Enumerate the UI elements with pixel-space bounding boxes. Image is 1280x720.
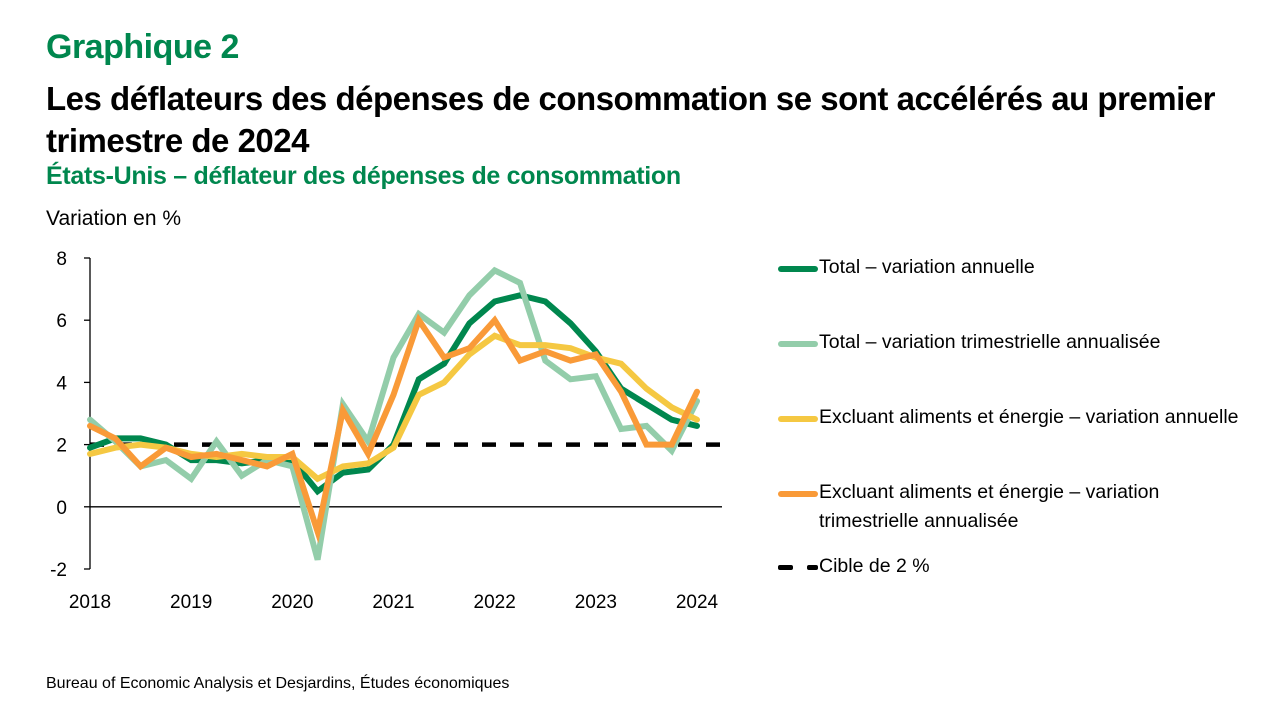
chart-subtitle: États-Unis – déflateur des dépenses de c…: [46, 162, 681, 190]
y-tick-label: -2: [50, 560, 67, 581]
x-tick-label: 2019: [170, 592, 212, 613]
legend-label: Total – variation annuelle: [819, 256, 1035, 278]
source-note: Bureau of Economic Analysis et Desjardin…: [46, 675, 510, 692]
legend-swatch-core-quarterly: [778, 491, 818, 497]
x-tick-label: 2018: [69, 592, 111, 613]
chart-kicker: Graphique 2: [46, 28, 239, 66]
x-tick-label: 2020: [271, 592, 313, 613]
legend-swatch-target-dashed: [778, 565, 818, 571]
x-tick-label: 2023: [575, 592, 617, 613]
legend-swatch-total-annual: [778, 266, 818, 272]
series-line-core-quarterly: [87, 313, 700, 544]
legend-label: Excluant aliments et énergie – variation…: [819, 481, 1160, 532]
legend-item-total-annual: Total – variation annuelle: [778, 253, 1239, 282]
ticks-layer: -2 0 2 4 6 8 2018 2019 2020 2021 2022 2023 2024: [50, 249, 718, 613]
y-tick-label: 6: [56, 311, 67, 332]
legend-item-target: Cible de 2 %: [778, 552, 1239, 581]
x-tick-label: 2022: [474, 592, 516, 613]
y-tick-label: 4: [56, 373, 67, 394]
legend-label: Cible de 2 %: [819, 555, 930, 577]
y-tick-label: 0: [56, 498, 67, 519]
legend-item-core-quarterly: Excluant aliments et énergie – variation…: [778, 478, 1239, 536]
axes: [84, 257, 722, 570]
legend-label: Total – variation trimestrielle annualis…: [819, 331, 1161, 353]
legend-swatch-core-annual: [778, 416, 818, 422]
legend-item-total-quarterly: Total – variation trimestrielle annualis…: [778, 328, 1239, 357]
chart-title: Les déflateurs des dépenses de consommat…: [46, 80, 1215, 159]
y-tick-label: 8: [56, 249, 67, 270]
legend-swatch-total-quarterly: [778, 341, 818, 347]
y-tick-label: 2: [56, 436, 67, 457]
series-layer: [87, 266, 700, 561]
legend-label: Excluant aliments et énergie – variation…: [819, 406, 1239, 428]
y-axis-unit-label: Variation en %: [46, 207, 182, 230]
x-tick-label: 2024: [676, 592, 719, 613]
series-line-total-quarterly: [87, 266, 700, 561]
x-tick-label: 2021: [372, 592, 414, 613]
legend-item-core-annual: Excluant aliments et énergie – variation…: [778, 403, 1239, 432]
